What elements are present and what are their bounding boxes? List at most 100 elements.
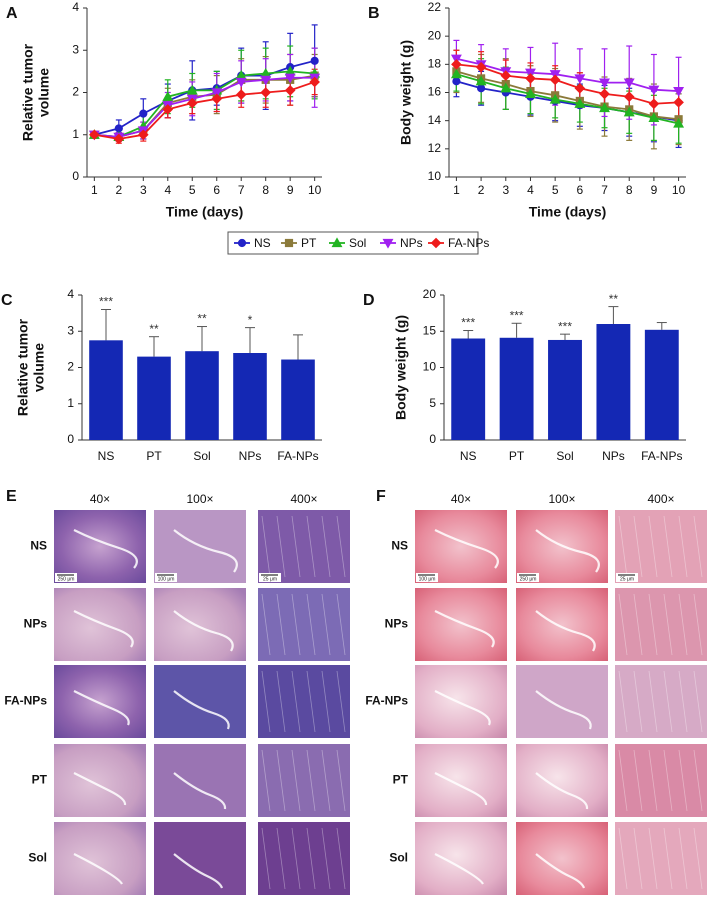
x-tick-label: 8 xyxy=(626,183,633,197)
y-axis-label: Body weight (g) xyxy=(398,40,414,145)
micrograph xyxy=(516,588,608,661)
series-line xyxy=(94,59,315,136)
tissue-fiber xyxy=(693,670,703,733)
marker xyxy=(549,74,561,86)
y-axis-label: volume xyxy=(36,68,52,117)
marker xyxy=(648,98,660,110)
tissue-fiber xyxy=(693,749,703,812)
tissue-fiber xyxy=(261,593,271,656)
marker xyxy=(114,124,123,133)
legend-label: NS xyxy=(254,236,271,250)
tissue-fiber xyxy=(618,515,628,578)
micrograph xyxy=(258,510,350,583)
tissue-fiber xyxy=(678,749,688,812)
row-label: NS xyxy=(391,539,408,553)
tissue-fiber xyxy=(336,670,346,733)
marker xyxy=(574,74,586,85)
tissue-gap xyxy=(434,529,499,569)
tissue-fiber xyxy=(678,670,688,733)
panel-label: C xyxy=(1,292,13,309)
micrograph xyxy=(154,588,246,661)
tissue-fiber xyxy=(648,827,658,890)
panel-label: F xyxy=(376,488,386,505)
x-tick-label: 7 xyxy=(238,183,245,197)
tissue-fiber xyxy=(291,827,301,890)
tissue-gap xyxy=(73,772,127,806)
marker xyxy=(186,97,198,109)
y-tick-label: 3 xyxy=(72,42,79,56)
tissue-fiber xyxy=(261,827,271,890)
x-tick-label: 10 xyxy=(308,183,322,197)
tissue-gap xyxy=(173,529,238,573)
legend-label: PT xyxy=(301,236,317,250)
panel-label: D xyxy=(363,292,375,309)
marker xyxy=(284,73,296,84)
bar xyxy=(185,351,219,440)
marker xyxy=(648,112,660,122)
x-tick-label: 9 xyxy=(287,183,294,197)
micrograph xyxy=(54,588,146,661)
marker xyxy=(599,102,610,113)
tissue-fiber xyxy=(321,749,331,812)
series-line xyxy=(456,63,679,105)
x-tick-label: 8 xyxy=(262,183,269,197)
panel-label: B xyxy=(368,5,380,22)
y-tick-label: 4 xyxy=(67,287,74,301)
tissue-fiber xyxy=(336,827,346,890)
scale-bar-box xyxy=(517,573,539,582)
significance-label: *** xyxy=(461,316,475,330)
x-tick-label: 5 xyxy=(552,183,559,197)
y-tick-label: 1 xyxy=(72,127,79,141)
y-axis-label: volume xyxy=(31,343,47,392)
x-tick-label: 4 xyxy=(527,183,534,197)
significance-label: ** xyxy=(609,292,619,306)
tissue-fiber xyxy=(663,827,673,890)
series-line xyxy=(456,70,679,121)
micrograph xyxy=(516,665,608,738)
legend-label: FA-NPs xyxy=(448,236,489,250)
tissue-gap xyxy=(434,853,484,885)
scale-bar-box xyxy=(616,573,638,582)
y-tick-label: 12 xyxy=(428,141,442,155)
tissue-fiber xyxy=(321,670,331,733)
tissue-fiber xyxy=(261,749,271,812)
bar xyxy=(233,353,267,440)
micrograph xyxy=(615,822,707,895)
scale-bar-label: 100 μm xyxy=(158,576,175,582)
tissue-fiber xyxy=(276,670,286,733)
bar xyxy=(644,329,679,440)
tissue-gap xyxy=(434,690,491,726)
x-tick-label: 9 xyxy=(651,183,658,197)
tissue-fiber xyxy=(276,827,286,890)
marker xyxy=(623,91,635,103)
tissue-fiber xyxy=(633,749,643,812)
micrograph xyxy=(258,588,350,661)
tissue-fiber xyxy=(336,515,346,578)
marker xyxy=(137,129,149,141)
y-tick-label: 4 xyxy=(72,0,79,14)
marker xyxy=(162,91,174,101)
marker xyxy=(623,106,635,117)
x-tick-label: 3 xyxy=(502,183,509,197)
row-label: PT xyxy=(393,773,409,787)
x-tick-label: NS xyxy=(460,449,477,463)
panel-label: A xyxy=(6,5,18,22)
scale-bar-label: 250 μm xyxy=(520,576,537,582)
tissue-gap xyxy=(434,772,488,806)
x-tick-label: PT xyxy=(146,449,162,463)
marker xyxy=(284,238,294,248)
y-tick-label: 15 xyxy=(423,323,437,337)
bar xyxy=(499,337,534,440)
x-tick-label: 3 xyxy=(140,183,147,197)
tissue-fiber xyxy=(321,593,331,656)
tissue-fiber xyxy=(678,515,688,578)
marker xyxy=(673,117,685,128)
marker xyxy=(211,88,223,99)
marker xyxy=(500,70,512,81)
legend-label: NPs xyxy=(400,236,423,250)
marker xyxy=(89,129,100,141)
micrograph xyxy=(258,665,350,738)
y-tick-label: 22 xyxy=(428,0,442,14)
tissue-fiber xyxy=(663,593,673,656)
